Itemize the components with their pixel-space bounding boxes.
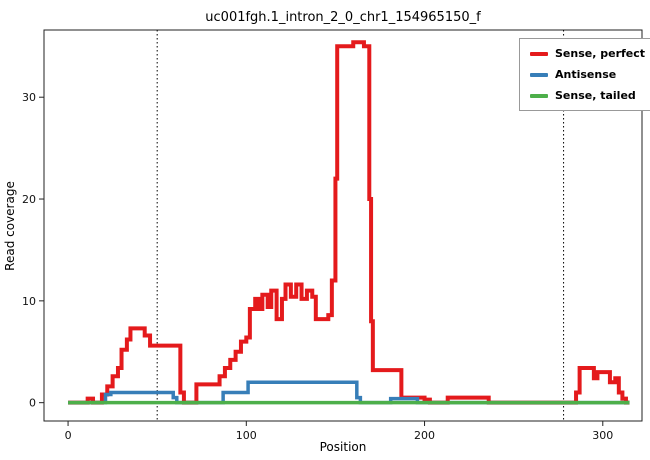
y-tick-label: 10 bbox=[22, 295, 36, 308]
y-tick-label: 0 bbox=[29, 397, 36, 410]
x-tick-label: 300 bbox=[592, 429, 613, 442]
x-tick-label: 100 bbox=[236, 429, 257, 442]
x-axis-label: Position bbox=[320, 440, 367, 454]
legend-label-antisense: Antisense bbox=[555, 68, 617, 81]
x-tick-label: 0 bbox=[65, 429, 72, 442]
series-line-antisense bbox=[68, 380, 630, 405]
y-tick-label: 30 bbox=[22, 91, 36, 104]
x-tick-label: 200 bbox=[414, 429, 435, 442]
y-tick-label: 20 bbox=[22, 193, 36, 206]
legend-swatch-sense-perfect bbox=[530, 51, 548, 56]
legend-item-antisense: Antisense bbox=[530, 67, 645, 82]
legend-label-sense-perfect: Sense, perfect bbox=[555, 47, 646, 60]
legend-item-sense-tailed: Sense, tailed bbox=[530, 88, 645, 103]
legend-item-sense-perfect: Sense, perfect bbox=[530, 46, 645, 61]
series-line-sense-perfect bbox=[68, 40, 630, 405]
y-axis-label: Read coverage bbox=[3, 181, 17, 271]
legend-swatch-sense-tailed bbox=[530, 93, 548, 98]
legend: Sense, perfect Antisense Sense, tailed bbox=[519, 38, 650, 111]
legend-label-sense-tailed: Sense, tailed bbox=[555, 89, 636, 102]
legend-swatch-antisense bbox=[530, 72, 548, 77]
chart-title: uc001fgh.1_intron_2_0_chr1_154965150_f bbox=[205, 10, 481, 25]
